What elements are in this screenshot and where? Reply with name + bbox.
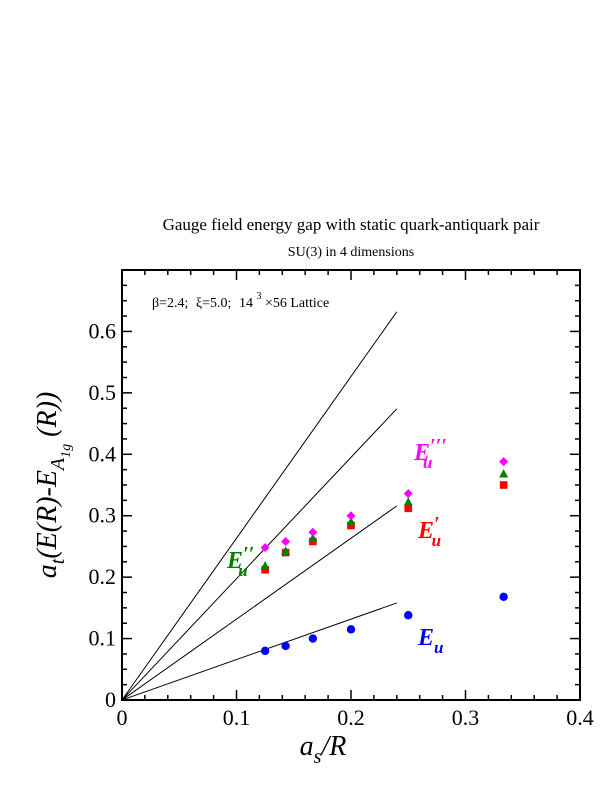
- data-point: [308, 533, 318, 542]
- data-point: [499, 457, 509, 467]
- y-tick-label: 0.5: [89, 380, 117, 405]
- series-label-prime: ′′: [243, 543, 254, 565]
- series-label-e-u-prime: E′ u: [417, 513, 441, 550]
- plot-frame: [121, 269, 581, 701]
- lattice-size-exponent: 3: [256, 291, 261, 302]
- data-point: [404, 504, 413, 513]
- x-tick-label: 0: [117, 705, 128, 730]
- series-label-main: E: [417, 518, 434, 544]
- reference-line: [121, 505, 398, 701]
- y-tick-label: 0: [105, 687, 116, 712]
- series-label-main: E: [417, 625, 434, 651]
- xi-annotation: ξ=5.0;: [196, 296, 232, 311]
- lattice-size-base: 14: [239, 296, 253, 311]
- chart-title: Gauge field energy gap with static quark…: [163, 215, 540, 234]
- lattice-size-rest: ×56 Lattice: [265, 296, 329, 311]
- data-point: [499, 468, 509, 478]
- data-point: [499, 481, 508, 489]
- series-label-prime: ′′′: [430, 435, 447, 457]
- data-point: [346, 625, 356, 634]
- series-label-sub: u: [432, 531, 441, 550]
- y-tick-label: 0.2: [89, 564, 117, 589]
- data-point: [346, 511, 356, 521]
- series-label-prime: ′: [434, 513, 440, 535]
- y-tick-label: 0.6: [89, 318, 117, 343]
- data-point: [260, 561, 270, 570]
- axis-ticks: 0 0.1 0.2 0.3 0.4 0 0.1 0.2 0.3 0.4 0.5 0.6: [89, 269, 594, 730]
- data-point: [403, 497, 413, 506]
- beta-annotation: β=2.4;: [152, 296, 188, 311]
- data-point: [261, 565, 269, 574]
- data-point: [403, 489, 413, 499]
- y-tick-label: 0.1: [89, 626, 117, 651]
- x-tick-label: 0.1: [223, 705, 251, 730]
- series-label-main: E: [413, 440, 430, 466]
- reference-line: [121, 408, 398, 701]
- data-point: [308, 527, 318, 537]
- plot-area-border: [121, 269, 581, 701]
- data-point: [260, 543, 270, 553]
- data-markers: [260, 457, 509, 656]
- series-label-e-u: Eu: [417, 625, 443, 657]
- reference-line: [121, 602, 397, 701]
- series-label-sub: u: [423, 453, 432, 472]
- series-label-sub: u: [434, 638, 443, 657]
- y-tick-label: 0.3: [89, 503, 117, 528]
- x-tick-label: 0.3: [452, 705, 480, 730]
- reference-lines: [121, 311, 398, 701]
- series-label-e-u-triple-prime: E′′′ u: [413, 435, 447, 472]
- y-axis-title: at(E(R)-EA1g (R)): [32, 392, 74, 578]
- data-point: [346, 516, 356, 526]
- data-point: [347, 521, 355, 530]
- data-point: [499, 592, 508, 601]
- x-axis-title: as/R: [300, 731, 347, 768]
- data-point: [281, 537, 291, 547]
- x-tick-label: 0.4: [566, 705, 594, 730]
- series-label-sub: u: [238, 561, 247, 580]
- series-label-main: E: [226, 548, 243, 574]
- series-label-e-u-double-prime: E′′ u: [226, 543, 254, 580]
- data-point: [404, 611, 413, 620]
- reference-line: [121, 311, 398, 701]
- data-point: [260, 646, 270, 656]
- y-tick-label: 0.4: [89, 441, 117, 466]
- data-point: [308, 634, 318, 643]
- x-tick-label: 0.2: [337, 705, 365, 730]
- data-point: [281, 546, 291, 555]
- chart-subtitle: SU(3) in 4 dimensions: [288, 245, 414, 260]
- data-point: [281, 641, 290, 651]
- lattice-annotation: β=2.4; ξ=5.0; 14 3 ×56 Lattice: [152, 288, 329, 311]
